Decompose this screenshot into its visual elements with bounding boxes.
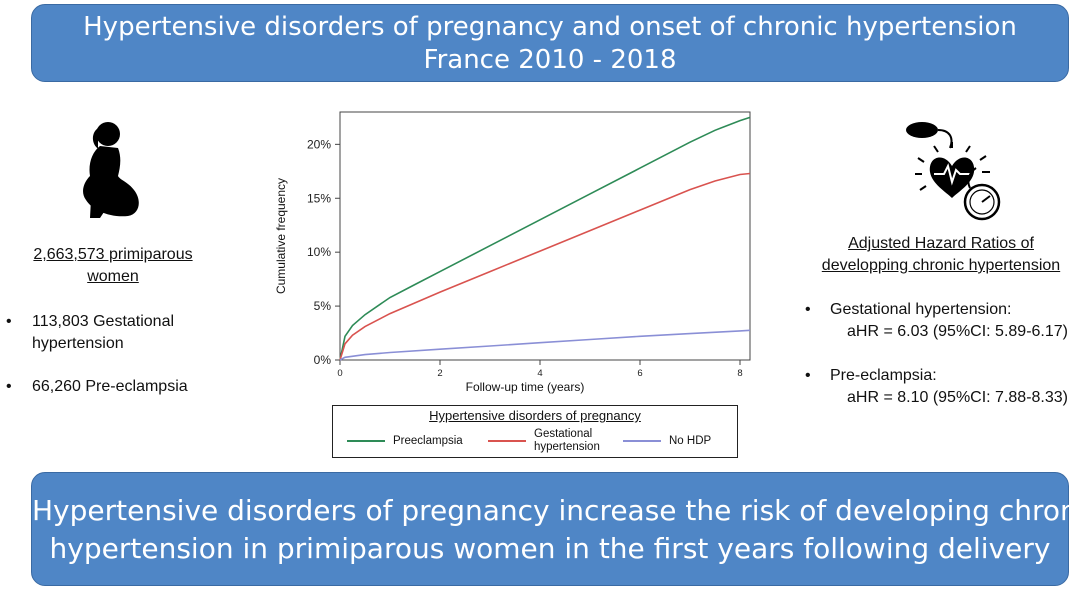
hazard-label: Gestational hypertension: [830, 301, 1012, 318]
legend-label-line1: Gestational [534, 428, 593, 440]
legend-label-line2: hypertension [534, 441, 600, 453]
x-tick-label: 0 [337, 368, 342, 379]
x-tick-label: 6 [637, 368, 642, 379]
legend-item-gestational: Gestational hypertension [488, 428, 600, 454]
population-line1: 2,663,573 primiparous [33, 246, 193, 263]
population-line2: women [87, 268, 139, 285]
hazard-item-gestational: • Gestational hypertension: aHR = 6.03 (… [805, 299, 1068, 343]
hazard-value: aHR = 8.10 (95%CI: 7.88-8.33) [846, 389, 1068, 406]
y-axis-label: Cumulative frequency [274, 178, 288, 294]
header-banner: Hypertensive disorders of pregnancy and … [31, 4, 1069, 82]
x-axis-label: Follow-up time (years) [466, 380, 585, 394]
legend-label: No HDP [669, 434, 712, 447]
list-item: • 66,260 Pre-eclampsia [6, 376, 188, 398]
series-line-no-hdp [339, 329, 751, 361]
conclusion-line2: hypertension in primiparous women in the… [49, 532, 1051, 565]
population-title: 2,663,573 primiparous women [28, 244, 198, 288]
hazard-label: Pre-eclampsia: [830, 367, 937, 384]
x-tick-label: 8 [737, 368, 742, 379]
hazard-item-preeclampsia: • Pre-eclampsia: aHR = 8.10 (95%CI: 7.88… [805, 365, 1068, 409]
legend-label: Preeclampsia [393, 434, 463, 447]
y-tick-label: 0% [314, 353, 332, 367]
y-tick-label: 5% [314, 299, 332, 313]
bullet-dot: • [6, 313, 12, 330]
bullet-text-line2: hypertension [32, 335, 124, 352]
y-tick-label: 15% [307, 191, 331, 205]
header-title: Hypertensive disorders of pregnancy and … [83, 12, 1017, 42]
heart-blood-pressure-icon [906, 122, 1001, 221]
plot-frame [339, 111, 751, 361]
legend-swatch [347, 440, 385, 442]
x-tick-label: 4 [537, 368, 542, 379]
bullet-text-line1: 113,803 Gestational [32, 313, 175, 330]
bullet-dot: • [6, 378, 12, 395]
bullet-text-line1: 66,260 Pre-eclampsia [32, 378, 188, 395]
conclusion-line1: Hypertensive disorders of pregnancy incr… [32, 494, 1080, 527]
legend-label: Gestational hypertension [534, 428, 600, 454]
y-tick-label: 10% [307, 245, 331, 259]
legend-swatch [623, 440, 661, 442]
hazard-ratios-title: Adjusted Hazard Ratios of developping ch… [808, 233, 1074, 277]
pregnant-woman-icon [83, 122, 139, 218]
chart-legend: Hypertensive disorders of pregnancy Pree… [332, 405, 738, 458]
legend-title: Hypertensive disorders of pregnancy [429, 408, 641, 423]
legend-swatch [488, 440, 526, 442]
hazard-value: aHR = 6.03 (95%CI: 5.89-6.17) [846, 323, 1068, 340]
series-line-gestational [339, 172, 751, 361]
list-item: • 113,803 Gestational hypertension [6, 311, 175, 355]
bullet-dot: • [805, 301, 811, 318]
legend-item-no-hdp: No HDP [623, 428, 711, 454]
bullet-dot: • [805, 367, 811, 384]
hazard-title-line1: Adjusted Hazard Ratios of [848, 235, 1034, 252]
conclusion-banner: Hypertensive disorders of pregnancy incr… [31, 472, 1080, 586]
header-subtitle: France 2010 - 2018 [423, 45, 677, 75]
series-line-preeclampsia [339, 116, 751, 361]
cumulative-frequency-chart: 0% 5% 10% 15% 20% 0 2 4 6 8 Follow-up time (years)… [274, 111, 751, 394]
y-tick-label: 20% [307, 137, 331, 151]
legend-item-preeclampsia: Preeclampsia [347, 428, 463, 454]
hazard-title-line2: developping chronic hypertension [821, 257, 1061, 274]
x-tick-label: 2 [437, 368, 442, 379]
